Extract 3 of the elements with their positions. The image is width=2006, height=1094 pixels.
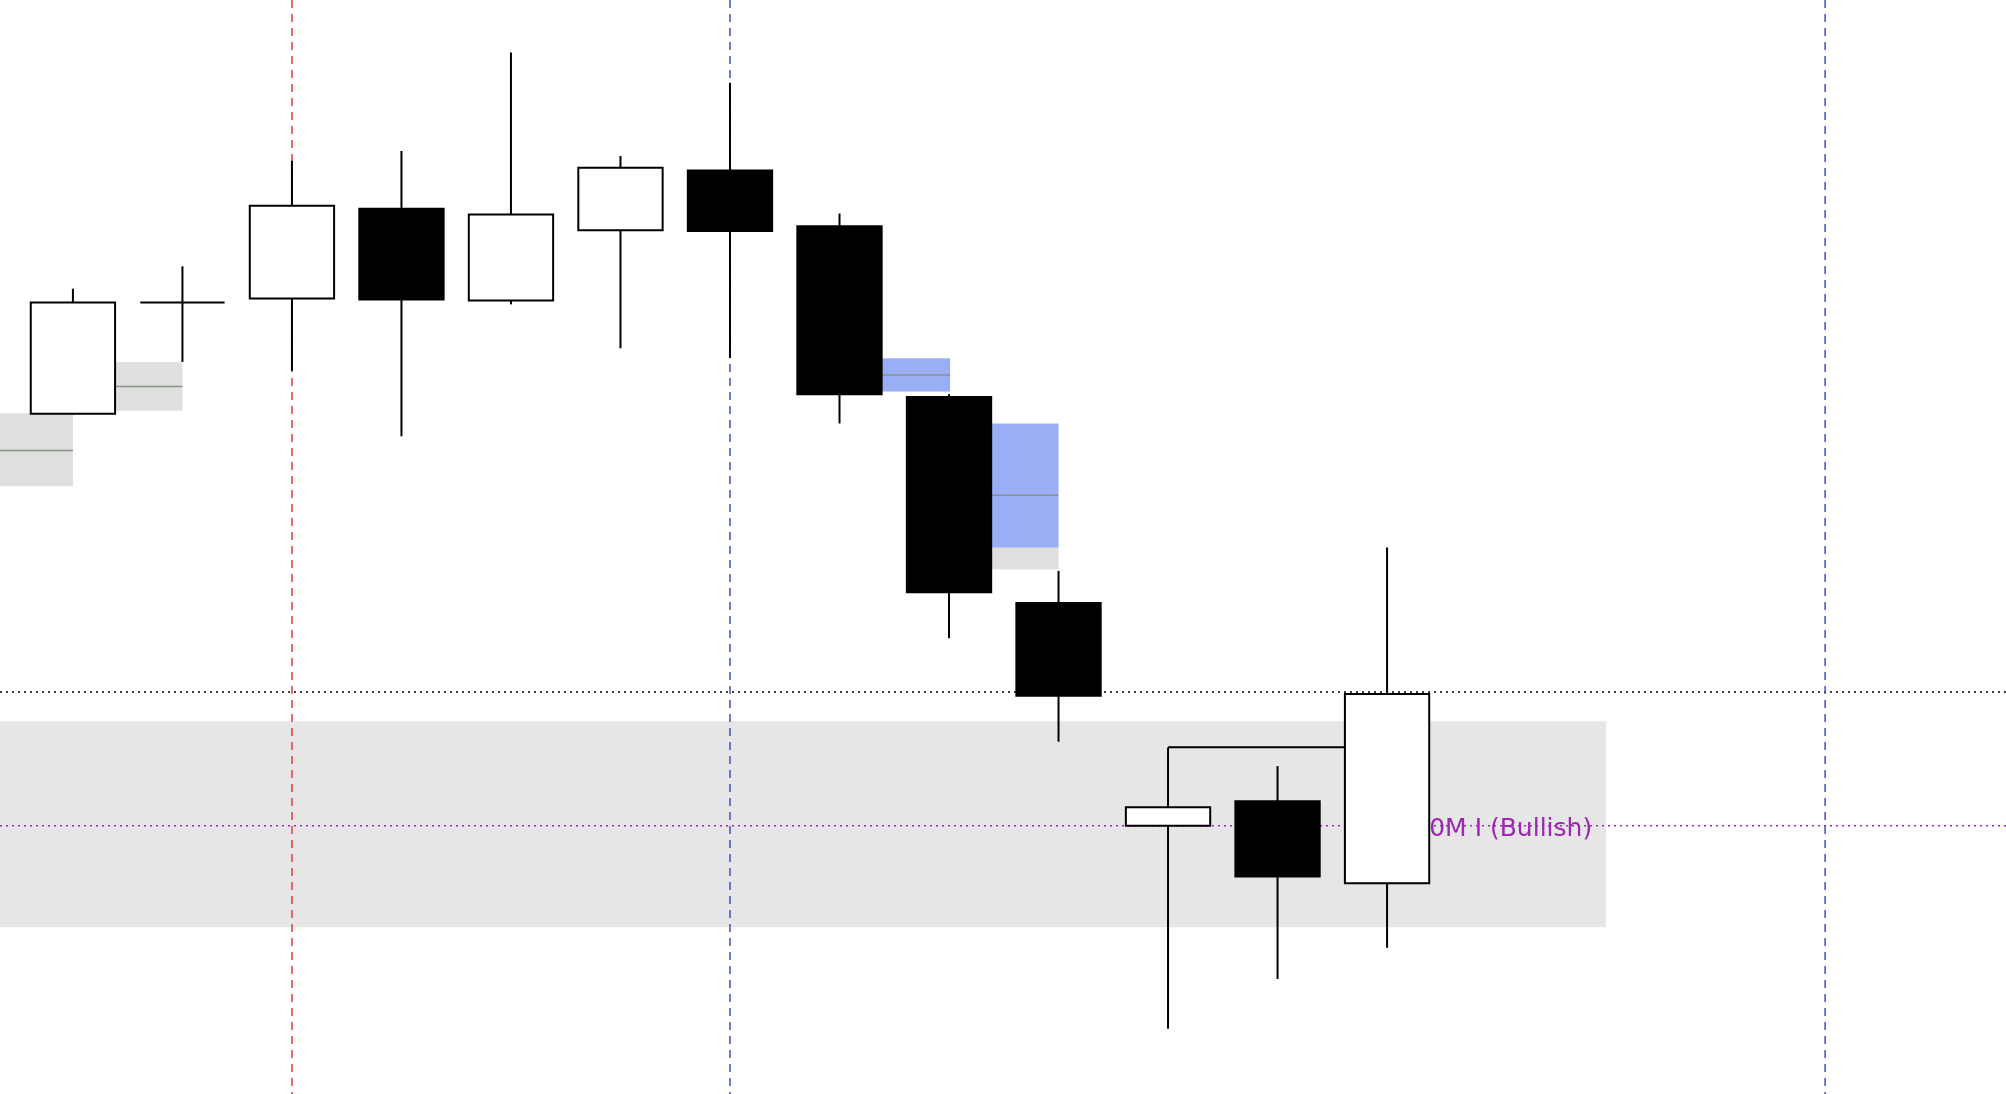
candlestick bbox=[1124, 746, 1212, 1030]
ref-line-label: 0M I (Bullish) bbox=[1429, 812, 1593, 842]
candlestick bbox=[139, 265, 226, 363]
